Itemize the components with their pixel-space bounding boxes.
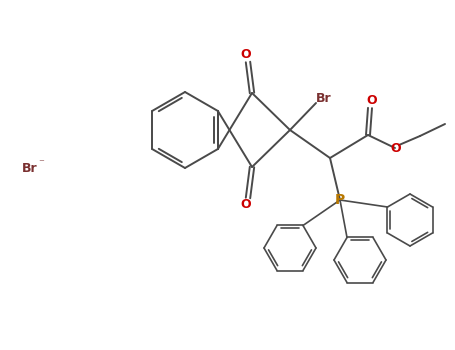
Text: O: O	[241, 49, 251, 62]
Text: P: P	[335, 193, 345, 207]
Text: O: O	[367, 94, 377, 107]
Text: ⁻: ⁻	[38, 158, 44, 168]
Text: Br: Br	[22, 161, 38, 175]
Text: O: O	[241, 198, 251, 211]
Text: O: O	[391, 142, 401, 155]
Text: Br: Br	[316, 91, 332, 105]
